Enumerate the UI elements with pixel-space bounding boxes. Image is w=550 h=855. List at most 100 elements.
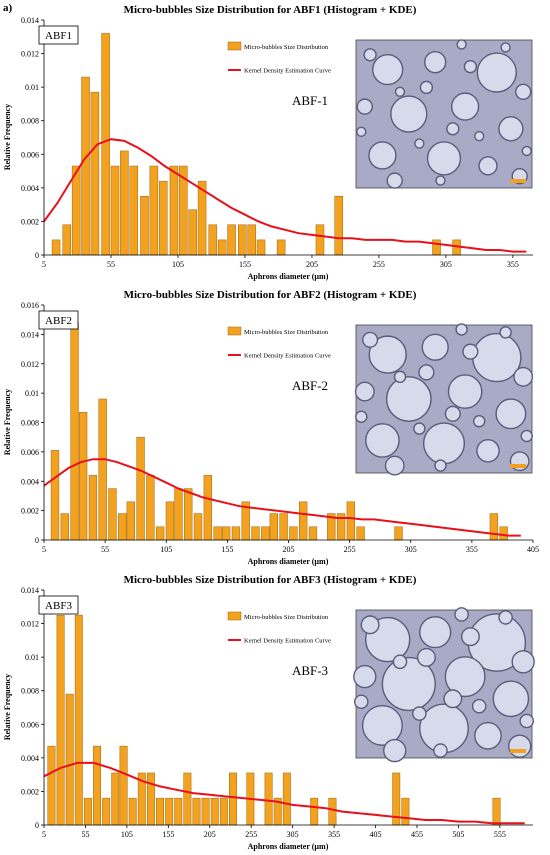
inset-micrograph — [355, 39, 533, 189]
x-tick-label: 105 — [160, 545, 172, 554]
histogram-bar — [208, 224, 218, 256]
x-tick-label: 155 — [162, 830, 174, 839]
y-tick-label: 0.008 — [21, 117, 39, 126]
histogram-bar — [217, 239, 227, 256]
histogram-bar — [192, 797, 201, 826]
figure-label: a) — [3, 2, 13, 14]
histogram-bar — [78, 411, 88, 541]
micrograph-bubble — [381, 656, 436, 712]
histogram-bar — [188, 209, 197, 256]
panel-tag-box — [38, 595, 79, 615]
x-tick-label: 205 — [306, 260, 318, 269]
x-tick-label: 5 — [42, 260, 46, 269]
y-tick-label: 0.002 — [21, 507, 39, 516]
histogram-bar — [136, 436, 145, 541]
micrograph-bubble — [435, 175, 446, 186]
histogram-bar — [50, 450, 60, 541]
histogram-bar — [219, 797, 228, 826]
legend-hist-label: Micro-bubbles Size Distribution — [244, 44, 329, 51]
histogram-bar — [315, 224, 325, 256]
micrograph-bubble — [474, 131, 485, 142]
histogram-bar — [56, 614, 65, 826]
y-axis-label: Relative Frequency — [3, 674, 12, 740]
y-tick-label: 0.016 — [21, 301, 39, 310]
x-tick-label: 355 — [507, 260, 519, 269]
panel-tag-box — [38, 25, 79, 45]
micrograph-bubble — [385, 376, 432, 422]
histogram-bar — [247, 224, 256, 256]
kde-curve — [43, 138, 527, 253]
histogram-bar — [174, 488, 183, 541]
x-axis-label: Aphrons diameter (µm) — [248, 842, 329, 851]
histogram-bar — [165, 501, 175, 541]
micrograph-bubble — [500, 42, 511, 53]
x-tick-label: 405 — [370, 830, 382, 839]
y-tick-label: 0.012 — [21, 360, 39, 369]
scale-bar — [510, 464, 526, 468]
x-tick-label: 305 — [287, 830, 299, 839]
micrograph-bubble — [450, 92, 480, 121]
histogram-bar — [81, 76, 90, 256]
x-axis-label: Aphrons diameter (µm) — [248, 272, 329, 281]
x-tick-label: 305 — [405, 545, 417, 554]
histogram-bar — [251, 526, 260, 541]
x-tick-label: 555 — [494, 830, 506, 839]
micrograph-bubble — [498, 610, 513, 625]
histogram-bar — [201, 797, 210, 826]
micrograph-bubble — [419, 616, 452, 649]
micrograph-bubble — [519, 713, 535, 729]
x-tick-label: 255 — [245, 830, 257, 839]
micrograph-bubble — [471, 698, 487, 714]
y-tick-label: 0.006 — [21, 448, 39, 457]
histogram-bar — [140, 196, 149, 256]
panel-tag: ABF1 — [45, 30, 72, 42]
histogram-bar — [499, 526, 508, 541]
kde-curve — [43, 761, 525, 825]
histogram-bar — [74, 614, 83, 826]
histogram-bar — [256, 239, 266, 256]
x-tick-label: 355 — [328, 830, 340, 839]
micrograph-bubble — [360, 615, 380, 635]
histogram-bar — [149, 165, 159, 256]
micrograph-bubble — [365, 423, 400, 458]
histogram-bar — [184, 488, 193, 541]
x-tick-label: 155 — [239, 260, 251, 269]
y-axis-label: Relative Frequency — [3, 104, 12, 170]
micrograph-bubble — [495, 398, 527, 430]
histogram-bar — [110, 165, 120, 256]
y-tick-label: 0 — [35, 536, 39, 545]
micrograph-bubble — [372, 53, 404, 86]
micrograph-bubble — [418, 364, 435, 381]
y-tick-label: 0.014 — [21, 586, 39, 595]
histogram-bar — [118, 513, 127, 541]
micrograph-bubble — [368, 141, 397, 170]
histogram-bar — [70, 322, 79, 541]
legend-kde-label: Kernel Density Estimation Curve — [244, 638, 331, 645]
histogram-bar — [334, 196, 343, 256]
micrograph-bubble — [361, 331, 379, 348]
histogram-bar — [129, 165, 139, 256]
histogram-bar — [158, 180, 168, 256]
x-tick-label: 105 — [172, 260, 184, 269]
histogram-bar — [203, 475, 212, 541]
x-tick-label: 55 — [107, 260, 115, 269]
micrograph-bubble — [422, 422, 466, 465]
micrograph-bubble — [476, 52, 517, 93]
micrograph-bubble — [478, 156, 498, 176]
histogram-bar — [308, 526, 318, 541]
micrograph-bubble — [355, 410, 368, 424]
y-tick-label: 0.012 — [21, 620, 39, 629]
micrograph-bubble — [433, 743, 448, 758]
chart-title: Micro-bubbles Size Distribution for ABF3… — [124, 574, 417, 586]
y-tick-label: 0.004 — [21, 477, 39, 486]
histogram-bar — [128, 797, 137, 826]
x-tick-label: 5 — [42, 830, 46, 839]
micrograph-bubble — [446, 122, 460, 136]
histogram-bar — [264, 772, 273, 826]
histogram-bar — [289, 526, 298, 541]
y-tick-label: 0.012 — [21, 50, 39, 59]
histogram-bar — [62, 224, 72, 256]
histogram-bar — [210, 797, 219, 826]
micrograph-bubble — [412, 706, 427, 721]
histogram-bar — [174, 797, 183, 826]
